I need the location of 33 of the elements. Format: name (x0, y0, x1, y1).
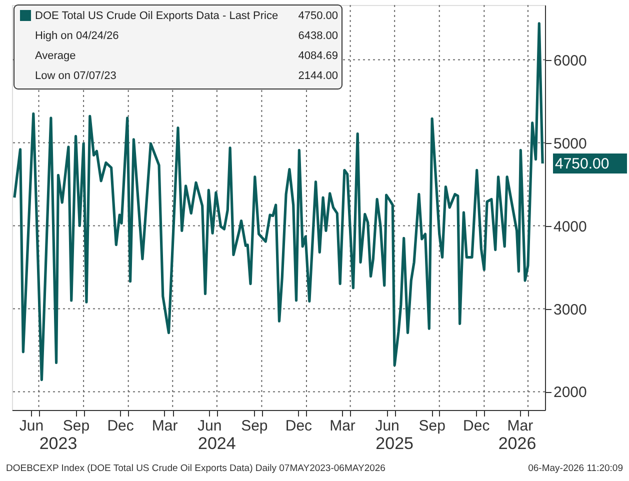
x-tick-label: Mar (330, 418, 356, 434)
annotation: 4084.69 (298, 50, 338, 62)
x-tick-label: Jun (19, 418, 44, 434)
x-tick-label: Jun (375, 418, 400, 434)
text: 06-May-2026 11:20:09 (528, 463, 623, 474)
x-tick-label: Sep (418, 418, 446, 434)
x-tick-label: Dec (463, 418, 490, 434)
annotation: 4750.00 (555, 156, 610, 173)
x-tick-label: Mar (152, 418, 178, 434)
x-tick-label: Sep (62, 418, 90, 434)
y-tick-label: 5000 (554, 135, 587, 152)
annotation: 4750.00 (298, 10, 338, 22)
annotation: Average (35, 50, 76, 62)
annotation: 2144.00 (298, 70, 338, 82)
x-tick-label: Jun (198, 418, 222, 434)
x-tick-label: Dec (107, 418, 134, 434)
legend-label: DOE Total US Crude Oil Exports Data - Last Price (35, 10, 278, 22)
annotation: 6438.00 (298, 30, 338, 42)
x-tick-label: Mar (507, 418, 534, 434)
y-tick-label: 2000 (554, 384, 587, 402)
annotation: High on 04/24/26 (35, 30, 119, 42)
line-series (13, 22, 544, 382)
x2-tick-label: 2023 (39, 434, 78, 453)
x2-tick-label: 2024 (198, 434, 236, 453)
x-tick-label: Sep (241, 418, 268, 434)
x-tick-label: Dec (285, 418, 313, 434)
y-tick-label: 3000 (554, 301, 587, 318)
text: DOEBCEXP Index (DOE Total US Crude Oil Exports Data) Daily 07MAY2023-06MAY2026 (6, 463, 386, 474)
x2-tick-label: 2025 (376, 434, 414, 453)
y-tick-label: 6000 (554, 52, 587, 70)
y-tick-label: 4000 (554, 218, 587, 236)
x2-tick-label: 2026 (498, 434, 536, 453)
annotation: Low on 07/07/23 (35, 70, 116, 82)
